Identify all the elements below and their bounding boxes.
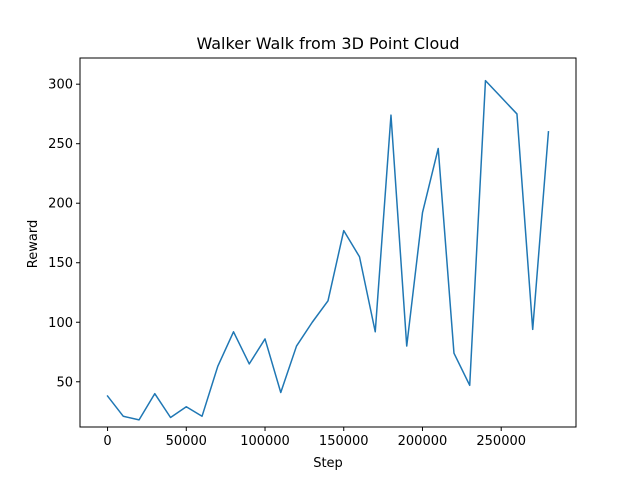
x-tick-label: 50000 [166,434,207,449]
x-tick-label: 200000 [398,434,448,449]
series-line-0 [106,79,550,421]
y-axis-label: Reward [26,220,41,268]
x-tick-label: 150000 [319,434,369,449]
y-tick-label: 100 [48,316,73,331]
x-tick-label: 0 [103,434,111,449]
plot-area [106,79,550,421]
plot-frame [79,57,577,428]
y-tick-label: 150 [48,256,73,271]
chart-title: Walker Walk from 3D Point Cloud [196,34,459,53]
y-tick-label: 300 [48,78,73,93]
x-tick-label: 100000 [240,434,290,449]
x-tick-label: 250000 [476,434,526,449]
x-axis-label: Step [313,456,343,471]
y-tick-label: 200 [48,197,73,212]
y-tick-label: 250 [48,137,73,152]
y-tick-label: 50 [56,375,73,390]
y-axis: 50 100 150 200 250 300 [48,78,80,390]
x-axis: 0 50000 100000 150000 200000 250000 [103,427,526,449]
